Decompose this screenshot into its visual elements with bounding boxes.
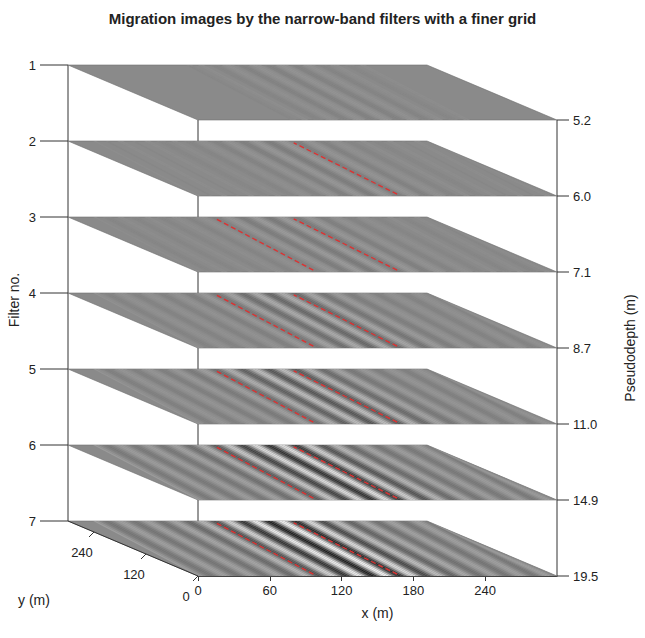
svg-text:120: 120 bbox=[123, 567, 145, 582]
svg-text:x (m): x (m) bbox=[362, 605, 394, 621]
svg-text:14.9: 14.9 bbox=[573, 493, 598, 508]
svg-text:1: 1 bbox=[29, 58, 36, 73]
svg-text:5: 5 bbox=[29, 362, 36, 377]
svg-text:3: 3 bbox=[29, 210, 36, 225]
svg-text:7.1: 7.1 bbox=[573, 265, 591, 280]
svg-text:Migration images by the narrow: Migration images by the narrow-band filt… bbox=[109, 10, 537, 27]
svg-text:19.5: 19.5 bbox=[573, 569, 598, 584]
svg-text:2: 2 bbox=[29, 134, 36, 149]
svg-text:6: 6 bbox=[29, 438, 36, 453]
svg-text:5.2: 5.2 bbox=[573, 113, 591, 128]
svg-text:180: 180 bbox=[403, 583, 425, 598]
svg-text:60: 60 bbox=[263, 583, 277, 598]
svg-text:0: 0 bbox=[182, 589, 189, 604]
svg-text:Filter no.: Filter no. bbox=[6, 273, 22, 327]
svg-text:7: 7 bbox=[29, 514, 36, 529]
svg-text:11.0: 11.0 bbox=[573, 417, 597, 432]
svg-text:240: 240 bbox=[474, 583, 496, 598]
svg-text:0: 0 bbox=[194, 583, 201, 598]
svg-text:240: 240 bbox=[71, 545, 93, 560]
svg-text:6.0: 6.0 bbox=[573, 189, 591, 204]
svg-text:y (m): y (m) bbox=[18, 592, 50, 608]
svg-text:8.7: 8.7 bbox=[573, 341, 591, 356]
svg-text:Pseudodepth (m): Pseudodepth (m) bbox=[622, 294, 638, 401]
svg-text:4: 4 bbox=[29, 286, 36, 301]
svg-text:120: 120 bbox=[331, 583, 353, 598]
